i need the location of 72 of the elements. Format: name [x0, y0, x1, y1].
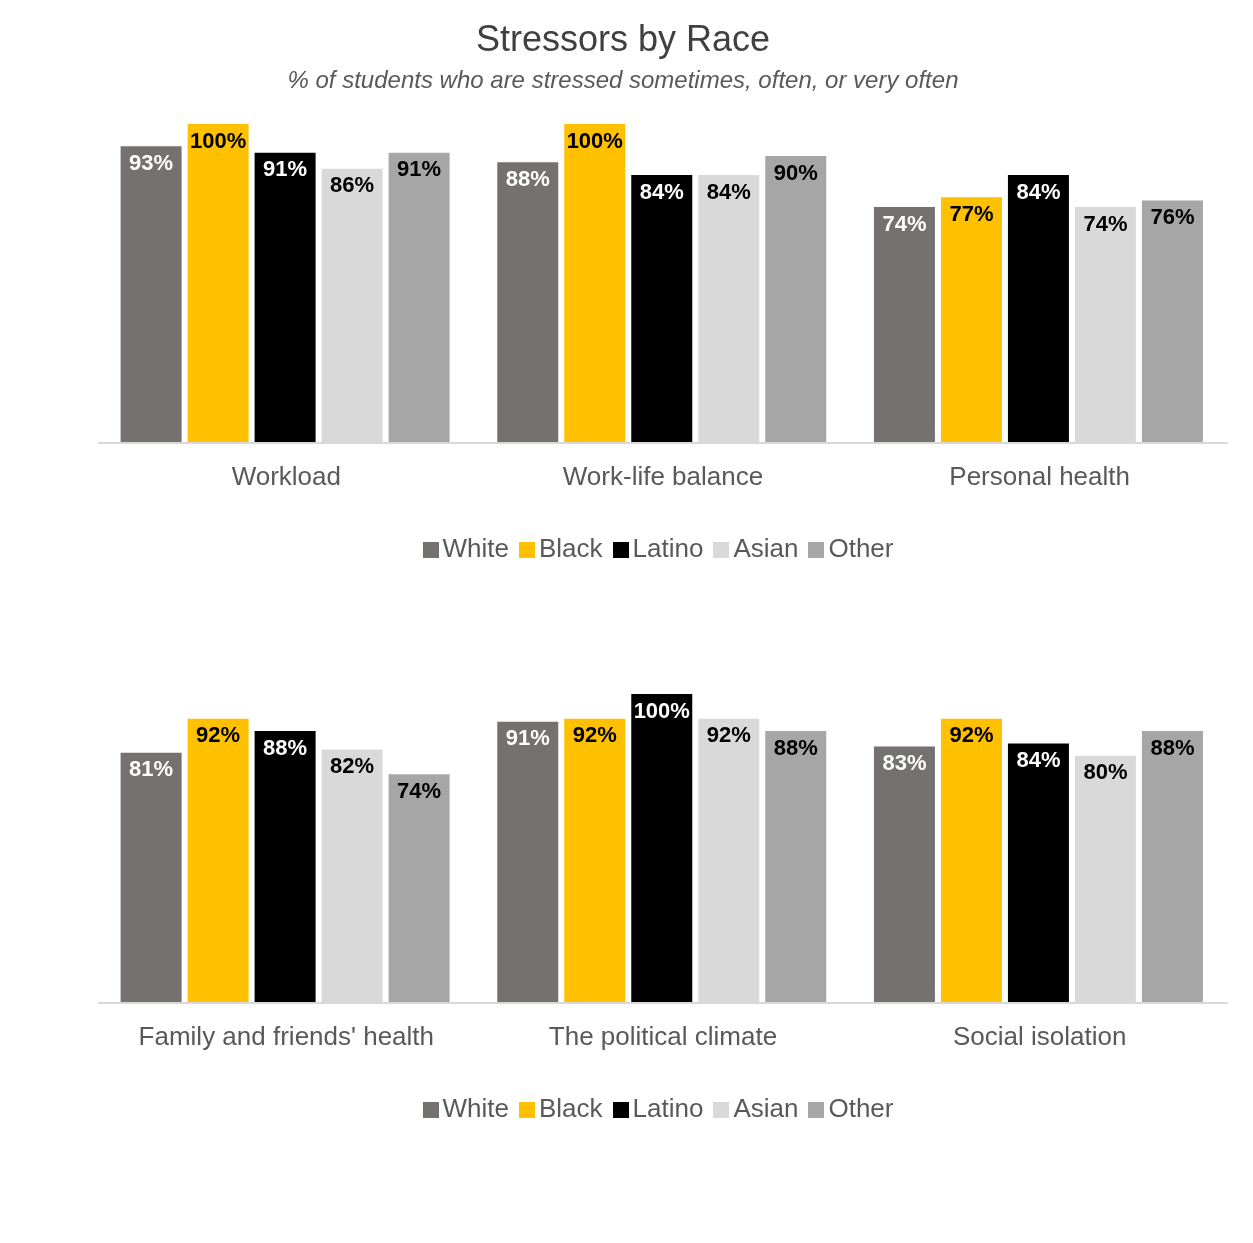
- data-label: 77%: [949, 200, 994, 226]
- data-label: 100%: [633, 697, 690, 723]
- data-label: 76%: [1150, 204, 1195, 230]
- bar: [631, 175, 693, 443]
- bar: [631, 694, 693, 1003]
- bar: [388, 152, 450, 443]
- data-label: 100%: [189, 127, 247, 153]
- bar: [940, 718, 1002, 1003]
- x-tick-label: Workload: [231, 461, 342, 492]
- data-label: 88%: [773, 734, 818, 760]
- data-label: 83%: [882, 750, 927, 776]
- chart-title: Stressors by Race: [474, 17, 772, 60]
- data-label: 74%: [882, 210, 927, 236]
- x-tick-label: Social isolation: [952, 1021, 1127, 1052]
- bar: [873, 206, 935, 443]
- x-tick-label: The political climate: [548, 1021, 778, 1052]
- data-label: 92%: [949, 722, 994, 748]
- data-label: 84%: [639, 178, 684, 204]
- bar: [1007, 743, 1069, 1003]
- data-label: 84%: [706, 178, 751, 204]
- bar: [120, 146, 182, 443]
- bar: [187, 124, 249, 443]
- data-label: 86%: [330, 172, 375, 198]
- bar: [564, 718, 626, 1003]
- legend-label: White: [442, 533, 509, 563]
- data-label: 82%: [330, 753, 375, 779]
- x-tick-label: Family and friends' health: [138, 1021, 435, 1052]
- data-label: 91%: [397, 156, 442, 182]
- bar: [497, 721, 559, 1003]
- data-label: 91%: [263, 156, 308, 182]
- bar: [765, 731, 827, 1003]
- bar: [120, 752, 182, 1003]
- legend-label: Latino: [632, 1093, 704, 1123]
- bar: [1007, 175, 1069, 443]
- data-label: 84%: [1016, 178, 1061, 204]
- data-label: 74%: [1083, 210, 1128, 236]
- data-label: 81%: [129, 756, 174, 782]
- legend-label: Latino: [632, 533, 704, 563]
- legend-label: Asian: [733, 533, 799, 563]
- data-label: 92%: [706, 722, 751, 748]
- data-label: 91%: [505, 725, 550, 751]
- legend-label: White: [442, 1093, 509, 1123]
- data-label: 92%: [196, 722, 241, 748]
- legend-label: Black: [538, 533, 603, 563]
- data-label: 92%: [572, 722, 617, 748]
- bar: [765, 155, 827, 443]
- data-label: 74%: [397, 777, 442, 803]
- bar: [254, 152, 316, 443]
- bar: [254, 731, 316, 1003]
- bar: [187, 718, 249, 1003]
- data-label: 84%: [1016, 747, 1061, 773]
- bar: [1141, 731, 1203, 1003]
- bar: [564, 124, 626, 443]
- bar: [388, 774, 450, 1003]
- bar: [497, 162, 559, 443]
- bar: [1141, 200, 1203, 443]
- bar: [940, 197, 1002, 443]
- data-label: 100%: [566, 127, 623, 153]
- legend-label: Black: [538, 1093, 603, 1123]
- bar: [873, 746, 935, 1003]
- data-label: 93%: [129, 149, 174, 175]
- data-label: 88%: [1150, 734, 1195, 760]
- data-label: 88%: [263, 734, 308, 760]
- legend-label: Other: [828, 1093, 894, 1123]
- data-label: 88%: [505, 165, 550, 191]
- data-label: 90%: [773, 159, 818, 185]
- data-label: 80%: [1083, 759, 1128, 785]
- x-tick-label: Personal health: [949, 461, 1131, 492]
- legend-label: Other: [828, 533, 894, 563]
- x-tick-label: Work-life balance: [562, 461, 764, 492]
- chart-subtitle: % of students who are stressed sometimes, often, or very often: [286, 66, 960, 94]
- legend-label: Asian: [733, 1093, 799, 1123]
